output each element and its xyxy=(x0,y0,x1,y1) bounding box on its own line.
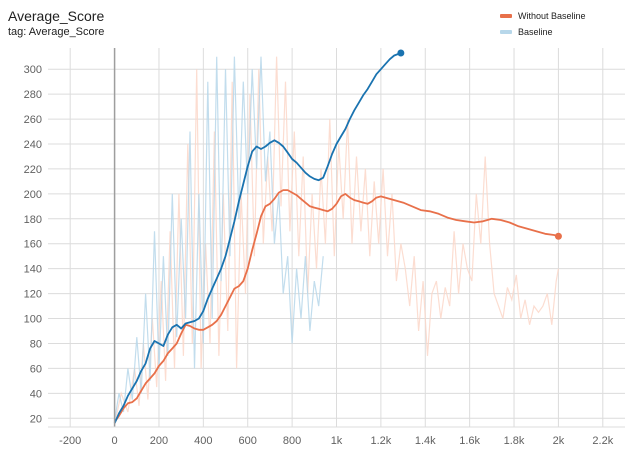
x-tick-label: 0 xyxy=(112,435,118,447)
x-tick-label: 800 xyxy=(283,435,301,447)
y-tick-label: 280 xyxy=(24,89,42,101)
x-tick-label: 400 xyxy=(194,435,212,447)
y-tick-label: 180 xyxy=(24,214,42,226)
y-tick-label: 260 xyxy=(24,114,42,126)
raw-series-lines xyxy=(114,56,559,425)
end-marker-baseline xyxy=(397,49,405,57)
y-tick-label: 60 xyxy=(30,363,42,375)
y-tick-label: 120 xyxy=(24,289,42,301)
y-tick-label: 80 xyxy=(30,338,42,350)
raw-line-without-baseline xyxy=(114,56,559,425)
x-tick-label: 1.8k xyxy=(504,435,525,447)
smoothed-line-without-baseline xyxy=(113,189,559,423)
y-tick-label: 300 xyxy=(24,64,42,76)
axes xyxy=(48,48,625,428)
x-tick-label: 600 xyxy=(239,435,257,447)
grid-lines xyxy=(48,48,625,427)
raw-line-baseline xyxy=(114,56,324,421)
x-tick-label: 200 xyxy=(150,435,168,447)
x-tick-label: 2.2k xyxy=(592,435,613,447)
y-tick-label: 160 xyxy=(24,239,42,251)
chart-tag: tag: Average_Score xyxy=(8,26,105,38)
smoothed-line-baseline xyxy=(113,52,402,424)
end-markers xyxy=(397,49,562,240)
x-tick-label: 1.2k xyxy=(370,435,391,447)
y-tick-label: 20 xyxy=(30,413,42,425)
y-tick-label: 40 xyxy=(30,388,42,400)
legend-item-without-baseline[interactable]: Without Baseline xyxy=(500,8,586,24)
legend: Without Baseline Baseline xyxy=(500,8,586,40)
legend-label-baseline: Baseline xyxy=(518,27,553,37)
legend-label-without-baseline: Without Baseline xyxy=(518,11,586,21)
x-tick-label: -200 xyxy=(59,435,81,447)
end-marker-without-baseline xyxy=(554,232,562,240)
y-tick-label: 140 xyxy=(24,264,42,276)
legend-swatch-without-baseline xyxy=(500,14,512,18)
chart-title: Average_Score xyxy=(8,8,105,24)
legend-item-baseline[interactable]: Baseline xyxy=(500,24,586,40)
y-tick-label: 100 xyxy=(24,314,42,326)
x-tick-label: 2k xyxy=(553,435,565,447)
smoothed-series-lines xyxy=(113,52,559,424)
tick-labels: -200 0 200 400 600 800 1k 1.2k 1.4k 1.6k 1.8k 2k 2.2… xyxy=(24,64,614,447)
x-tick-label: 1k xyxy=(331,435,343,447)
x-tick-label: 1.6k xyxy=(459,435,480,447)
y-tick-label: 200 xyxy=(24,189,42,201)
y-tick-label: 240 xyxy=(24,139,42,151)
legend-swatch-baseline xyxy=(500,30,512,34)
x-tick-label: 1.4k xyxy=(415,435,436,447)
y-tick-label: 220 xyxy=(24,164,42,176)
